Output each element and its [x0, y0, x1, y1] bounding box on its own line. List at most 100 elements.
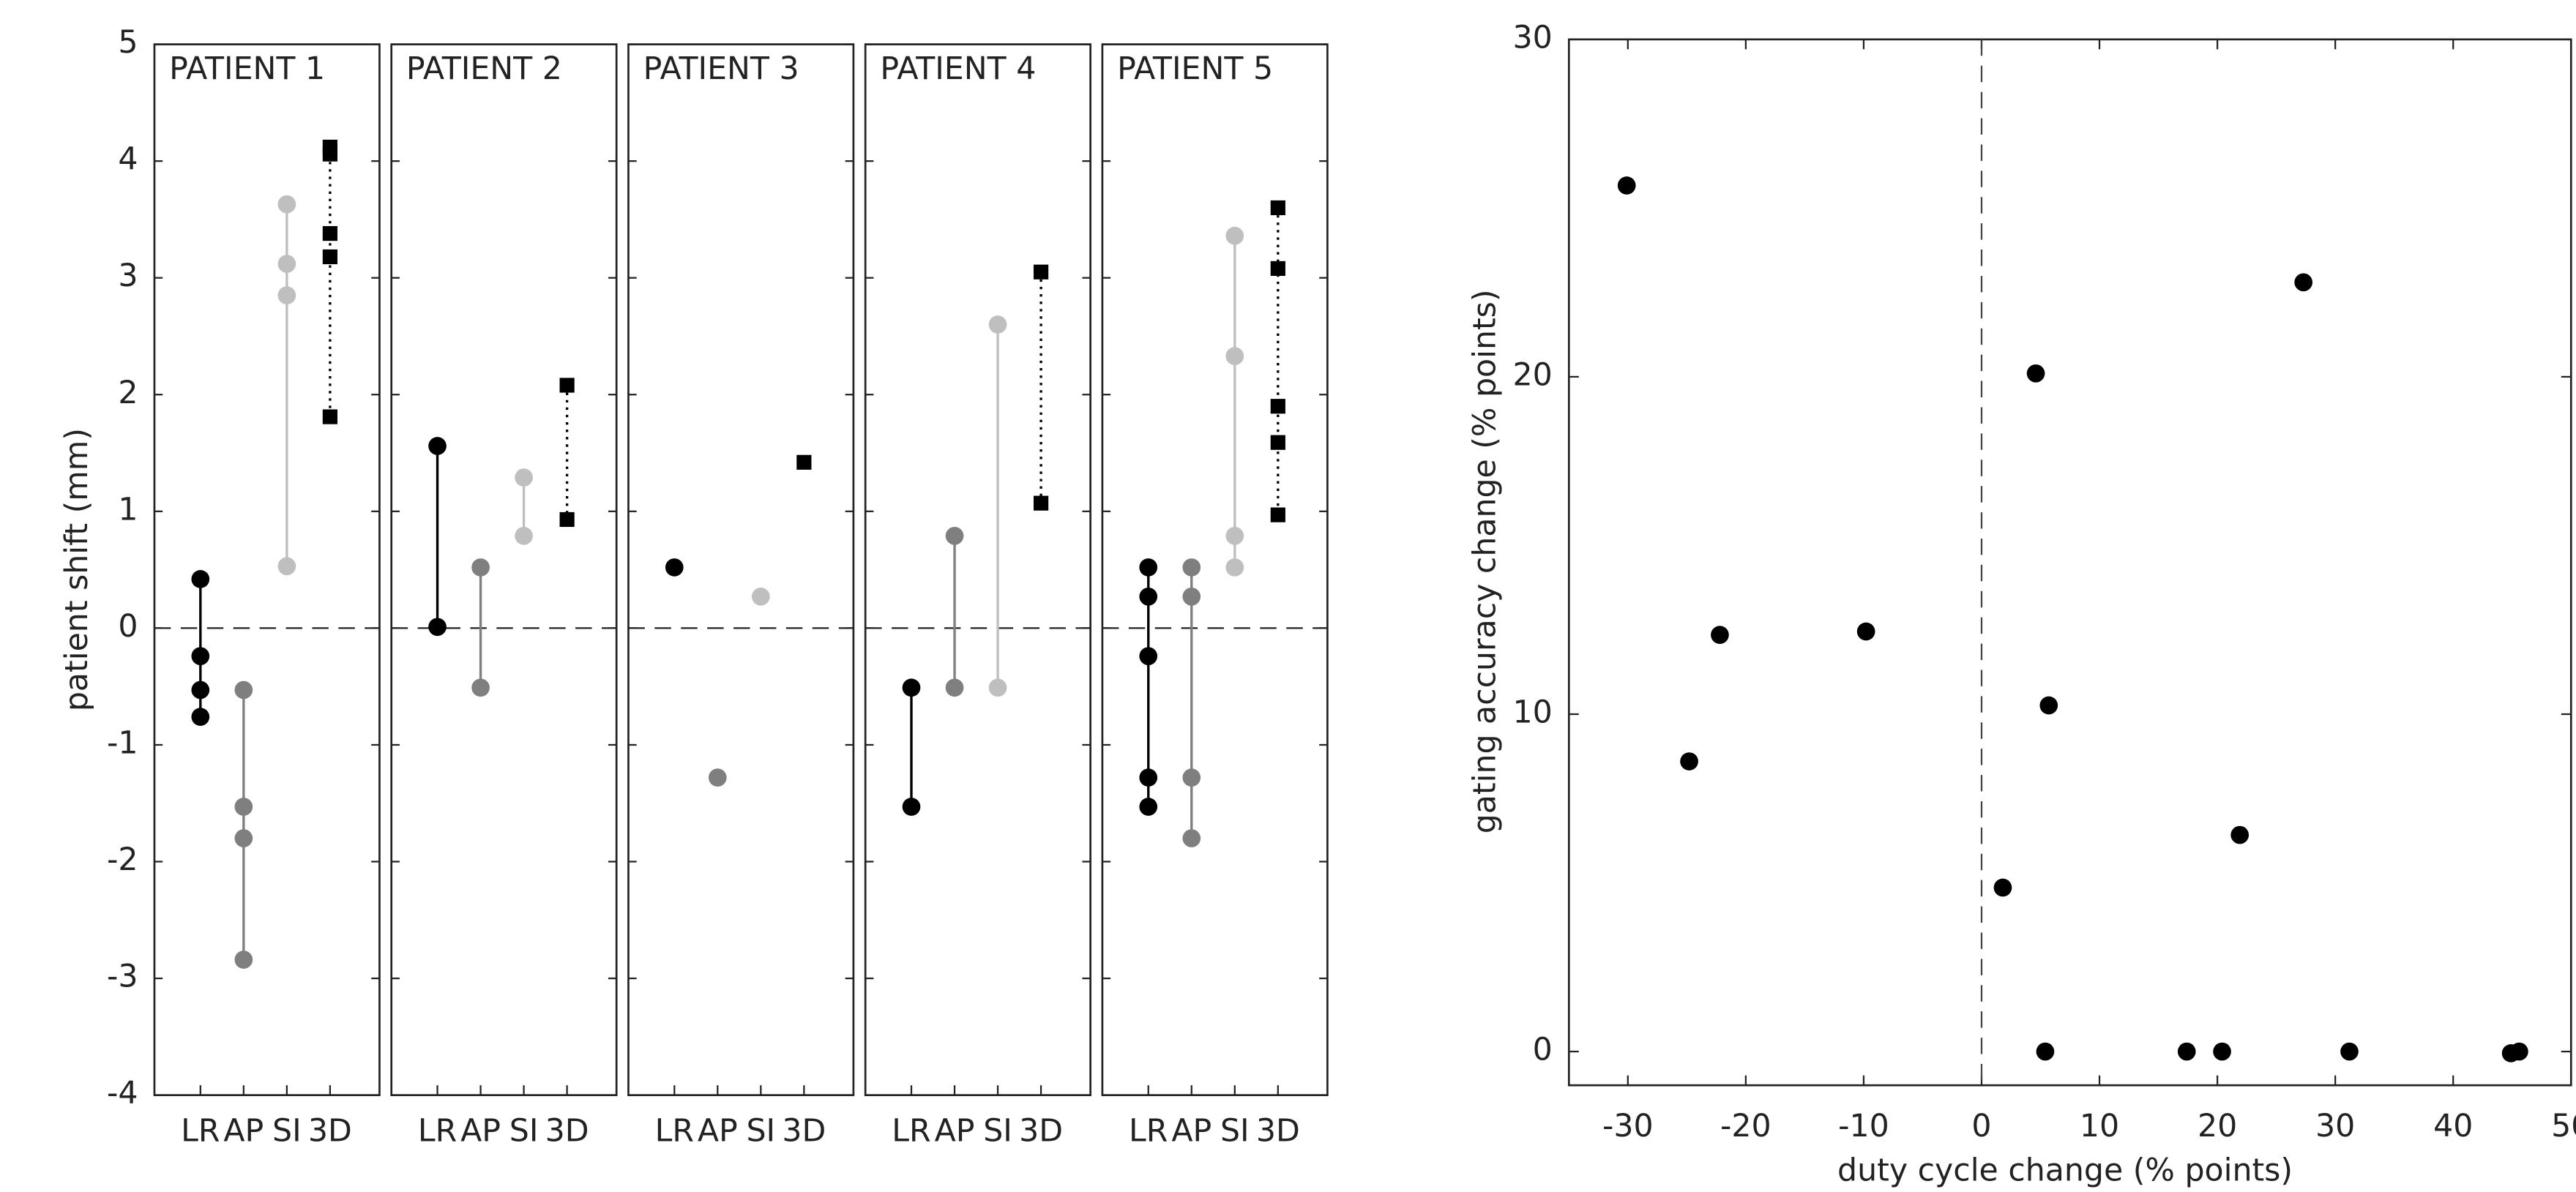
point: [1270, 435, 1285, 450]
x-tick-label: LR: [181, 1113, 220, 1150]
point: [559, 378, 575, 393]
point: [234, 798, 253, 816]
point: [1680, 752, 1698, 771]
panel-title: PATIENT 4: [880, 50, 1036, 87]
x-tick-label: AP: [1171, 1113, 1212, 1150]
y-tick-label: -1: [107, 724, 138, 761]
x-tick-label: LR: [418, 1113, 457, 1150]
y-tick-label: 4: [118, 141, 138, 178]
point: [945, 678, 964, 697]
panel-frame: [390, 43, 618, 1096]
y-tick-label: 3: [118, 258, 138, 294]
point: [1139, 587, 1158, 606]
point: [2340, 1042, 2359, 1061]
x-tick-label: LR: [1129, 1113, 1168, 1150]
x-tick-label: 3D: [1019, 1113, 1063, 1150]
x-tick-label: SI: [983, 1113, 1012, 1150]
panel-title: PATIENT 5: [1117, 50, 1273, 87]
point: [515, 526, 533, 545]
y-axis-label: patient shift (mm): [59, 428, 95, 711]
x-tick-label: 30: [2315, 1108, 2355, 1144]
x-tick-label: SI: [509, 1113, 539, 1150]
y-tick-label: 20: [1513, 356, 1553, 393]
x-tick-label: -20: [1720, 1108, 1772, 1144]
point: [1139, 558, 1158, 577]
point: [708, 768, 727, 787]
point: [2213, 1042, 2231, 1061]
point: [471, 678, 490, 697]
point: [234, 829, 253, 847]
point: [191, 647, 210, 666]
x-tick-label: SI: [746, 1113, 775, 1150]
point: [191, 708, 210, 726]
x-tick-label: AP: [698, 1113, 738, 1150]
point: [428, 618, 447, 637]
point: [1225, 558, 1244, 577]
x-tick-label: -30: [1602, 1108, 1654, 1144]
x-tick-label: 3D: [545, 1113, 589, 1150]
point: [277, 557, 296, 576]
y-tick-label: 0: [118, 608, 138, 645]
point: [988, 315, 1007, 334]
point: [1182, 768, 1201, 787]
point: [1993, 878, 2012, 897]
point: [1225, 347, 1244, 365]
point: [515, 468, 533, 487]
point: [559, 511, 575, 528]
plot-frame: [1567, 38, 2572, 1087]
point: [191, 570, 210, 588]
point: [2177, 1042, 2196, 1061]
point: [2510, 1042, 2528, 1061]
panel-title: PATIENT 2: [406, 50, 562, 87]
point: [988, 678, 1007, 697]
point: [1139, 798, 1158, 816]
y-axis-label: gating accuracy change (% points): [1467, 289, 1504, 833]
point: [1033, 495, 1049, 511]
y-tick-label: 5: [118, 24, 138, 61]
x-tick-label: SI: [272, 1113, 302, 1150]
point: [1033, 264, 1049, 280]
point: [751, 587, 770, 606]
y-tick-label: -4: [107, 1075, 138, 1112]
panel-frame: [627, 43, 855, 1096]
y-tick-label: -3: [107, 959, 138, 995]
point: [1711, 626, 1729, 644]
point: [1270, 399, 1285, 414]
point: [471, 558, 490, 577]
point: [1139, 647, 1158, 666]
y-tick-label: 10: [1513, 694, 1553, 730]
point: [277, 255, 296, 273]
point: [665, 558, 684, 577]
panel-title: PATIENT 3: [643, 50, 799, 87]
point: [2036, 1042, 2055, 1061]
point: [902, 678, 921, 697]
x-tick-label: 50: [2551, 1108, 2576, 1144]
point: [1617, 176, 1636, 195]
panel-frame: [1101, 43, 1329, 1096]
point: [1856, 622, 1875, 641]
x-tick-label: 20: [2198, 1108, 2237, 1144]
point: [2294, 273, 2313, 292]
point: [234, 951, 253, 969]
point: [277, 195, 296, 214]
point: [1225, 526, 1244, 545]
x-tick-label: LR: [892, 1113, 930, 1150]
point: [796, 454, 812, 470]
x-tick-label: LR: [655, 1113, 694, 1150]
point: [1182, 829, 1201, 847]
x-tick-label: 0: [1971, 1108, 1991, 1144]
point: [277, 286, 296, 304]
point: [1270, 507, 1285, 522]
x-tick-label: 3D: [308, 1113, 352, 1150]
x-tick-label: 40: [2433, 1108, 2473, 1144]
x-tick-label: AP: [223, 1113, 264, 1150]
x-tick-label: 3D: [782, 1113, 826, 1150]
point: [234, 681, 253, 700]
point: [1182, 558, 1201, 577]
point: [902, 798, 921, 816]
x-tick-label: 10: [2080, 1108, 2119, 1144]
y-tick-label: -2: [107, 841, 138, 878]
point: [322, 225, 337, 241]
panel-title: PATIENT 1: [169, 50, 325, 87]
